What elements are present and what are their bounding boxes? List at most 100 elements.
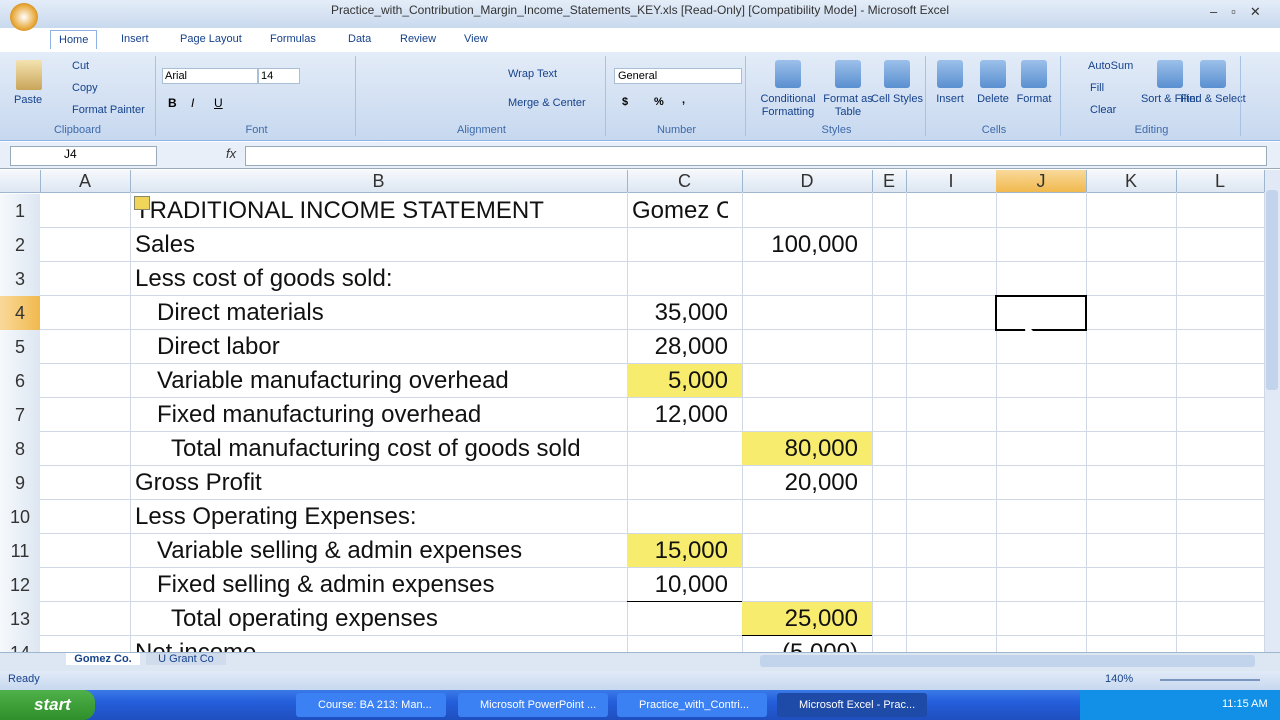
ribbon-tab[interactable]: Formulas [270, 33, 316, 45]
ribbon-icon[interactable] [884, 60, 910, 88]
column-header[interactable]: C [627, 170, 743, 192]
ribbon-button[interactable]: Cell Styles [871, 93, 923, 105]
cell[interactable]: Sales [135, 231, 196, 258]
ribbon-icon[interactable] [835, 60, 861, 88]
row-header[interactable]: 5 [0, 330, 40, 365]
cell[interactable]: Less Operating Expenses: [135, 503, 417, 530]
cell[interactable]: 10,000 [654, 571, 728, 598]
ribbon-tab[interactable]: Review [400, 33, 437, 45]
ribbon-button[interactable]: Format as Table [823, 93, 873, 118]
ribbon-button[interactable]: Sort & Filter [1140, 93, 1200, 105]
ribbon-button[interactable]: Cut [72, 60, 90, 72]
cell[interactable]: 25,000 [784, 605, 858, 632]
row-header[interactable]: 12 [0, 568, 40, 603]
ribbon-icon[interactable] [775, 60, 801, 88]
start-button[interactable] [0, 690, 95, 720]
ribbon-button[interactable]: 14 [258, 68, 300, 84]
office-button[interactable] [10, 3, 38, 31]
ribbon-button[interactable]: Fill [1090, 82, 1105, 94]
row-header[interactable]: 9 [0, 466, 40, 501]
selected-cell[interactable] [995, 295, 1087, 331]
cell[interactable]: 100,000 [771, 231, 858, 258]
row-header[interactable]: 6 [0, 364, 40, 399]
row-header[interactable]: 11 [0, 534, 40, 569]
column-header[interactable]: L [1176, 170, 1265, 192]
cell[interactable]: Total operating expenses [171, 605, 438, 632]
taskbar-item[interactable]: Course: BA 213: Man... [296, 693, 446, 717]
column-header[interactable]: E [872, 170, 907, 192]
ribbon-button[interactable]: Format Painter [72, 104, 145, 116]
cell[interactable]: 20,000 [784, 469, 858, 496]
cell[interactable]: 12,000 [654, 401, 728, 428]
ribbon-button[interactable]: Paste [14, 94, 43, 106]
row-header[interactable]: 7 [0, 398, 40, 433]
column-header[interactable]: D [742, 170, 873, 192]
ribbon-button[interactable]: Delete [977, 93, 1009, 105]
ribbon-button[interactable]: I [191, 96, 195, 110]
taskbar-item[interactable]: Microsoft PowerPoint ... [458, 693, 608, 717]
select-all[interactable] [0, 170, 41, 192]
window-controls[interactable]: –▫✕ [1210, 4, 1275, 19]
ribbon-button[interactable]: Insert [936, 93, 964, 105]
taskbar-item[interactable]: Microsoft Excel - Prac... [777, 693, 927, 717]
ribbon-button[interactable]: Merge & Center [508, 97, 586, 109]
cell[interactable]: 35,000 [654, 299, 728, 326]
formula-input[interactable] [245, 146, 1267, 166]
column-header[interactable]: A [40, 170, 131, 192]
ribbon-button[interactable]: Wrap Text [508, 68, 558, 80]
row-header[interactable]: 3 [0, 262, 40, 297]
ribbon-button[interactable]: Format [1016, 93, 1052, 105]
ribbon-icon[interactable] [937, 60, 963, 88]
ribbon-icon[interactable] [1200, 60, 1226, 88]
cell[interactable]: Direct materials [157, 299, 324, 326]
cell[interactable]: Gross Profit [135, 469, 262, 496]
row-header[interactable]: 4 [0, 296, 40, 331]
ribbon-button[interactable]: Clear [1090, 104, 1117, 116]
ribbon-tab[interactable]: Home [50, 30, 98, 49]
ribbon-button[interactable]: $ [622, 96, 629, 108]
column-header[interactable]: K [1086, 170, 1177, 192]
horizontal-scrollbar[interactable] [760, 655, 1255, 667]
cell[interactable]: Variable manufacturing overhead [157, 367, 509, 394]
row-header[interactable]: 13 [0, 602, 40, 637]
sheet-tab[interactable]: U Grant Co [146, 653, 226, 665]
sheet-tab[interactable]: Gomez Co. [66, 653, 140, 665]
cell[interactable]: 15,000 [654, 537, 728, 564]
ribbon-tab[interactable]: Insert [121, 33, 149, 45]
row-header[interactable]: 8 [0, 432, 40, 467]
row-header[interactable]: 10 [0, 500, 40, 535]
ribbon-button[interactable]: AutoSum [1088, 60, 1134, 72]
ribbon-button[interactable]: U [214, 96, 223, 110]
ribbon-button[interactable]: Conditional Formatting [760, 93, 816, 118]
ribbon-icon[interactable] [1157, 60, 1183, 88]
cell[interactable]: 28,000 [654, 333, 728, 360]
column-header[interactable]: J [996, 170, 1087, 192]
cell[interactable]: Fixed manufacturing overhead [157, 401, 482, 428]
ribbon-button[interactable]: General [614, 68, 742, 84]
ribbon-tab[interactable]: View [464, 33, 488, 45]
name-box[interactable] [10, 146, 157, 166]
cell[interactable]: TRADITIONAL INCOME STATEMENT [135, 197, 544, 224]
ribbon-button[interactable]: Copy [72, 82, 98, 94]
cell[interactable]: 80,000 [784, 435, 858, 462]
cell[interactable]: Direct labor [157, 333, 280, 360]
start-label[interactable]: start [34, 695, 71, 714]
taskbar-item[interactable]: Practice_with_Contri... [617, 693, 767, 717]
ribbon-button[interactable]: % [654, 96, 664, 108]
ribbon-tab[interactable]: Page Layout [180, 33, 242, 45]
ribbon-icon[interactable] [980, 60, 1006, 88]
scroll-thumb[interactable] [1266, 190, 1278, 390]
column-header[interactable]: B [130, 170, 628, 192]
ribbon-button[interactable]: Find & Select [1180, 93, 1246, 105]
column-header[interactable]: I [906, 170, 997, 192]
cell[interactable]: Less cost of goods sold: [135, 265, 393, 292]
ribbon-button[interactable]: , [682, 94, 686, 106]
row-header[interactable]: 1 [0, 194, 40, 229]
ribbon-button[interactable]: Arial [162, 68, 258, 84]
cell[interactable]: 5,000 [667, 367, 728, 394]
fx-button[interactable]: fx [226, 146, 237, 161]
ribbon-tab[interactable]: Data [348, 33, 372, 45]
cell[interactable]: Total manufacturing cost of goods sold [171, 435, 581, 462]
row-header[interactable]: 2 [0, 228, 40, 263]
cell[interactable]: Variable selling & admin expenses [157, 537, 523, 564]
